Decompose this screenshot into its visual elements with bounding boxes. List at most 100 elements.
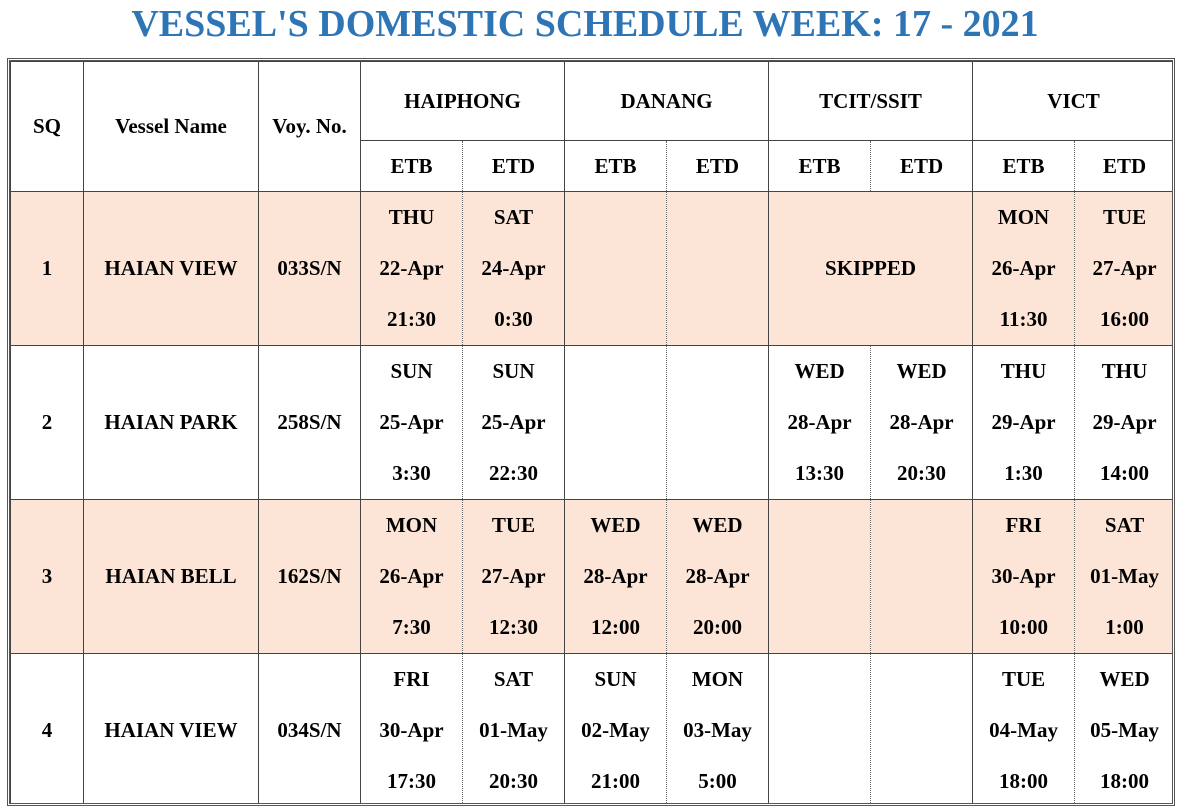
schedule-frame: SQ Vessel Name Voy. No. HAIPHONG DANANG … <box>7 58 1175 806</box>
cell-day: SAT <box>1104 513 1145 537</box>
cell-time: 18:00 <box>1100 769 1150 793</box>
cell-day: FRI <box>1005 513 1042 537</box>
cell-vict-etb: MON 26-Apr 11:30 <box>972 191 1076 346</box>
cell-vict-etd: THU 29-Apr 14:00 <box>1074 345 1172 500</box>
header-vessel-name: Vessel Name <box>83 61 259 192</box>
cell-tcit-etb: WED 28-Apr 13:30 <box>768 345 872 500</box>
cell-date: 26-Apr <box>379 564 444 588</box>
header-port-tcit-ssit: TCIT/SSIT <box>768 61 974 141</box>
cell-time: 7:30 <box>392 615 431 639</box>
cell-time: 21:00 <box>591 769 641 793</box>
cell-time: 20:30 <box>489 769 538 793</box>
cell-date: 03-May <box>683 718 752 742</box>
cell-voy-no: 258S/N <box>258 345 361 500</box>
cell-day: THU <box>1000 359 1047 383</box>
cell-date: 02-May <box>581 718 650 742</box>
header-port-vict: VICT <box>972 61 1172 141</box>
cell-danang-etd <box>666 191 770 346</box>
cell-date: 01-May <box>1090 564 1159 588</box>
cell-time: 10:00 <box>999 615 1049 639</box>
cell-voy-no: 033S/N <box>258 191 361 346</box>
schedule-table: SQ Vessel Name Voy. No. HAIPHONG DANANG … <box>10 61 1172 803</box>
cell-time: 13:30 <box>795 461 845 485</box>
header-haiphong-etd: ETD <box>461 140 566 192</box>
cell-time: 20:00 <box>693 615 743 639</box>
cell-day: FRI <box>393 667 430 691</box>
cell-time: 14:00 <box>1100 461 1150 485</box>
cell-day: SUN <box>492 359 535 383</box>
cell-date: 29-Apr <box>1092 410 1157 434</box>
cell-day: TUE <box>1001 667 1046 691</box>
cell-date: 01-May <box>479 718 548 742</box>
cell-day: TUE <box>1102 205 1147 229</box>
cell-time: 20:30 <box>897 461 947 485</box>
header-danang-etb: ETB <box>564 140 668 192</box>
cell-sq: 4 <box>10 653 84 803</box>
table-row: 2 HAIAN PARK 258S/N SUN 25-Apr 3:30 SUN … <box>10 345 1172 500</box>
cell-date: 28-Apr <box>889 410 954 434</box>
cell-tcit-etd <box>870 653 974 803</box>
cell-date: 28-Apr <box>583 564 648 588</box>
cell-danang-etb <box>564 191 668 346</box>
cell-vessel-name: HAIAN PARK <box>83 345 259 500</box>
header-tcit-etb: ETB <box>768 140 872 192</box>
cell-day: SAT <box>493 667 534 691</box>
cell-tcit-etd <box>870 499 974 654</box>
cell-time: 16:00 <box>1100 307 1150 331</box>
cell-date: 29-Apr <box>991 410 1056 434</box>
cell-haiphong-etb: THU 22-Apr 21:30 <box>360 191 463 346</box>
cell-date: 25-Apr <box>379 410 444 434</box>
cell-date: 25-Apr <box>481 410 546 434</box>
cell-date: 05-May <box>1090 718 1159 742</box>
cell-danang-etd: MON 03-May 5:00 <box>666 653 770 803</box>
cell-day: MON <box>997 205 1050 229</box>
cell-vict-etd: WED 05-May 18:00 <box>1074 653 1172 803</box>
cell-danang-etd <box>666 345 770 500</box>
cell-date: 27-Apr <box>1092 256 1157 280</box>
cell-voy-no: 034S/N <box>258 653 361 803</box>
cell-tcit-skipped: SKIPPED <box>768 191 974 346</box>
cell-vict-etb: THU 29-Apr 1:30 <box>972 345 1076 500</box>
cell-voy-no: 162S/N <box>258 499 361 654</box>
header-port-danang: DANANG <box>564 61 770 141</box>
cell-date: 30-Apr <box>991 564 1056 588</box>
header-row-ports: SQ Vessel Name Voy. No. HAIPHONG DANANG … <box>10 61 1172 192</box>
cell-day: THU <box>388 205 435 229</box>
cell-day: SUN <box>594 667 637 691</box>
cell-time: 3:30 <box>392 461 431 485</box>
cell-haiphong-etd: SAT 01-May 20:30 <box>461 653 566 803</box>
table-row: 4 HAIAN VIEW 034S/N FRI 30-Apr 17:30 SAT… <box>10 653 1172 803</box>
header-vict-etd: ETD <box>1074 140 1172 192</box>
cell-sq: 1 <box>10 191 84 346</box>
cell-day: TUE <box>491 513 536 537</box>
cell-vessel-name: HAIAN BELL <box>83 499 259 654</box>
cell-tcit-etb <box>768 653 872 803</box>
cell-time: 18:00 <box>999 769 1049 793</box>
cell-sq: 3 <box>10 499 84 654</box>
cell-time: 17:30 <box>387 769 436 793</box>
cell-tcit-etb <box>768 499 872 654</box>
header-port-haiphong: HAIPHONG <box>359 61 566 141</box>
cell-date: 24-Apr <box>481 256 546 280</box>
cell-day: WED <box>590 513 641 537</box>
cell-time: 0:30 <box>494 307 533 331</box>
cell-date: 27-Apr <box>481 564 546 588</box>
cell-haiphong-etd: TUE 27-Apr 12:30 <box>461 499 566 654</box>
cell-day: SUN <box>390 359 433 383</box>
cell-date: 28-Apr <box>787 410 852 434</box>
header-voy-no: Voy. No. <box>258 61 361 192</box>
cell-vict-etb: TUE 04-May 18:00 <box>972 653 1076 803</box>
cell-vict-etd: SAT 01-May 1:00 <box>1074 499 1172 654</box>
cell-haiphong-etb: SUN 25-Apr 3:30 <box>360 345 463 500</box>
cell-day: WED <box>692 513 743 537</box>
cell-vessel-name: HAIAN VIEW <box>83 191 259 346</box>
cell-day: WED <box>1099 667 1150 691</box>
cell-haiphong-etb: FRI 30-Apr 17:30 <box>360 653 463 803</box>
header-vict-etb: ETB <box>972 140 1076 192</box>
header-tcit-etd: ETD <box>870 140 974 192</box>
cell-day: MON <box>691 667 744 691</box>
cell-time: 1:00 <box>1105 615 1144 639</box>
cell-time: 21:30 <box>387 307 436 331</box>
cell-day: MON <box>385 513 438 537</box>
cell-date: 30-Apr <box>379 718 444 742</box>
